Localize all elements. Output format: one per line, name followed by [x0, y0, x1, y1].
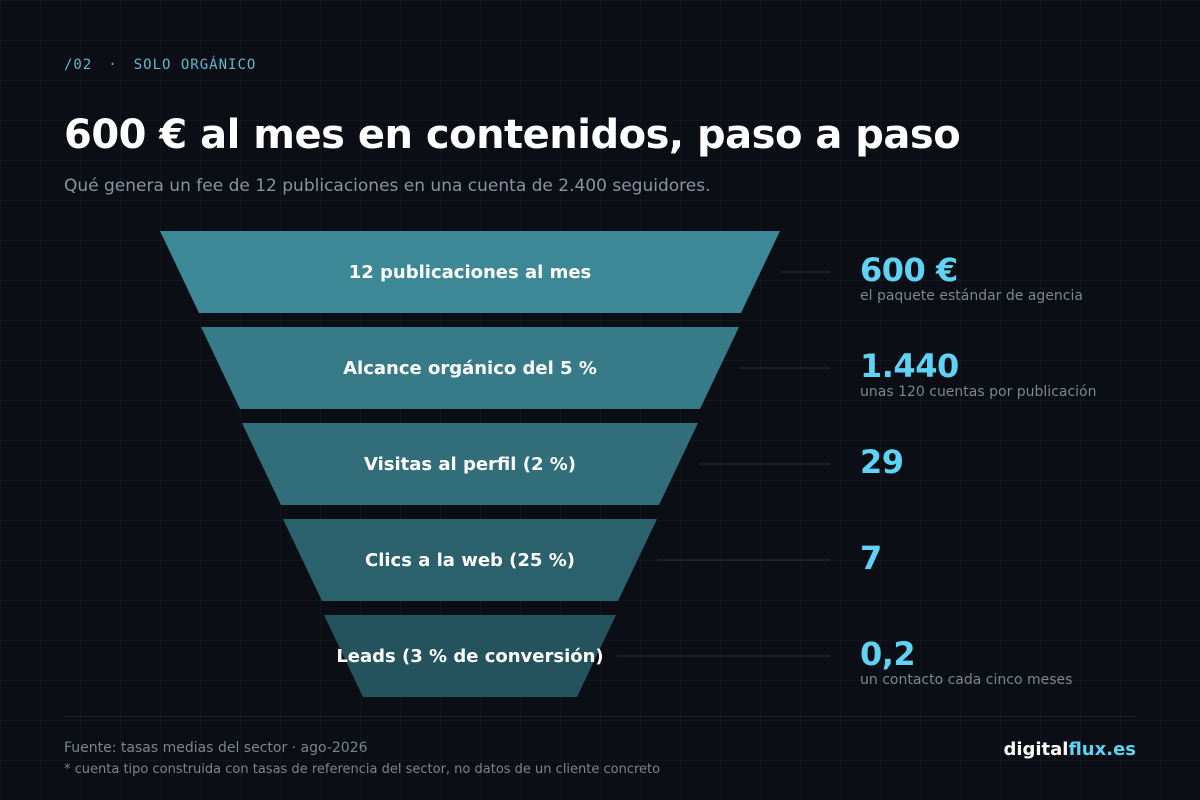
stage-metric-note: un contacto cada cinco meses: [860, 672, 1073, 688]
page-subtitle: Qué genera un fee de 12 publicaciones en…: [64, 176, 711, 196]
funnel-stage-3: [242, 423, 698, 505]
footer-divider: [64, 716, 1136, 717]
stage-metric-value: 600 €: [860, 251, 958, 289]
brand-name-part: digital: [1003, 739, 1069, 760]
stage-metric: 600 € el paquete estándar de agencia: [860, 252, 1083, 304]
eyebrow-separator: ·: [108, 57, 118, 73]
section-label: SOLO ORGÁNICO: [133, 57, 257, 73]
brand-logo: digitalflux.es: [1003, 739, 1136, 760]
funnel-stage-1: [160, 231, 780, 313]
stage-metric-value: 0,2: [860, 635, 916, 673]
funnel-stage-label: Clics a la web (25 %): [365, 550, 575, 571]
stage-metric: 0,2 un contacto cada cinco meses: [860, 636, 1072, 688]
stage-metric: 29: [860, 444, 904, 480]
funnel-stage-4: [283, 519, 657, 601]
funnel-stage-label: 12 publicaciones al mes: [349, 262, 592, 283]
funnel-stage-5: [324, 615, 616, 697]
funnel-stage-label: Visitas al perfil (2 %): [364, 454, 576, 475]
stage-metric: 1.440 unas 120 cuentas por publicación: [860, 348, 1097, 400]
section-number: /02: [64, 57, 93, 73]
stage-metric-note: unas 120 cuentas por publicación: [860, 384, 1097, 400]
stage-metric-note: el paquete estándar de agencia: [860, 288, 1083, 304]
brand-domain-part: flux.es: [1068, 739, 1136, 760]
disclaimer-note: * cuenta tipo construida con tasas de re…: [64, 762, 661, 777]
section-eyebrow: /02 · SOLO ORGÁNICO: [64, 57, 256, 73]
page-title: 600 € al mes en contenidos, paso a paso: [64, 112, 961, 158]
stage-metric-value: 29: [860, 443, 904, 481]
stage-metric: 7: [860, 540, 882, 576]
stage-metric-value: 7: [860, 539, 882, 577]
funnel-stage-label: Leads (3 % de conversión): [336, 646, 603, 667]
stage-metric-value: 1.440: [860, 347, 959, 385]
source-note: Fuente: tasas medias del sector · ago-20…: [64, 740, 368, 756]
funnel-stage-2: [201, 327, 739, 409]
funnel-stage-label: Alcance orgánico del 5 %: [343, 358, 597, 379]
